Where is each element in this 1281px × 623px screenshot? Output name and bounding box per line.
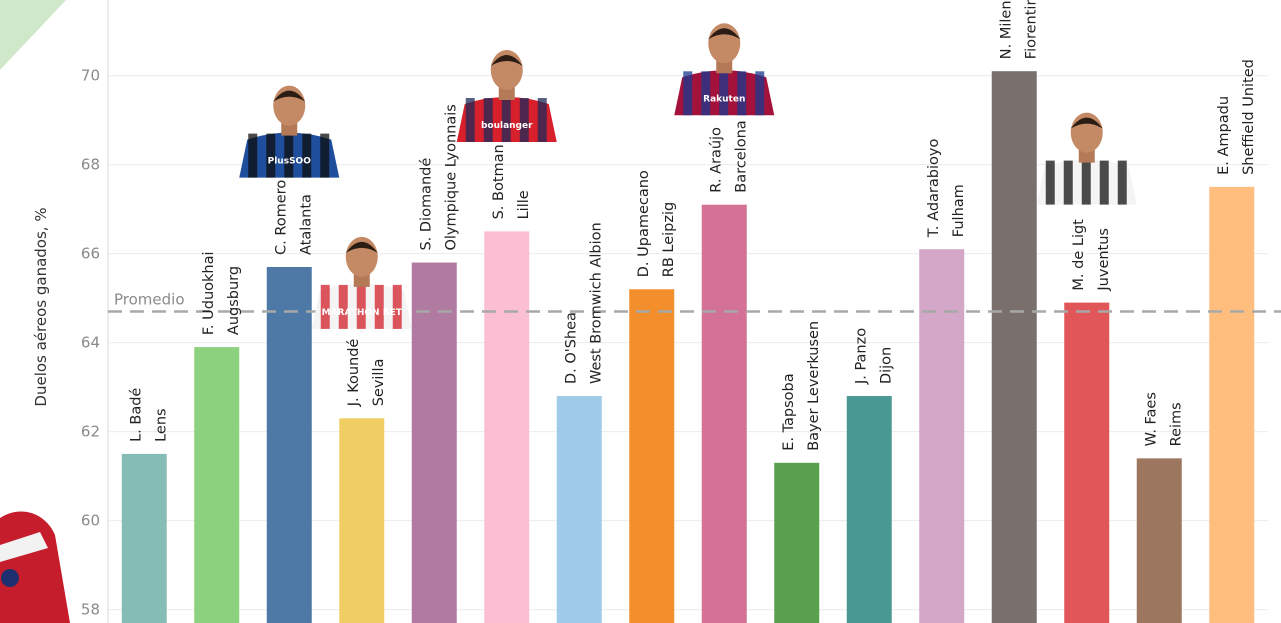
jersey-text: boulanger (481, 121, 533, 131)
bar (1209, 186, 1255, 623)
bar (774, 462, 820, 623)
bar-player-label: E. Ampadu (1216, 96, 1232, 175)
bar-player-label: L. Badé (128, 388, 144, 442)
bar (701, 204, 747, 623)
bar-player-label: D. O'Shea (563, 312, 579, 384)
bar-club-label: Lille (516, 190, 532, 219)
bar-player-label: N. Milenković (998, 0, 1014, 59)
bar (556, 396, 602, 623)
bar-club-label: Sheffield United (1241, 59, 1257, 175)
bar (411, 262, 457, 623)
bar-club-label: Olympique Lyonnais (443, 104, 459, 250)
bar-club-label: RB Leipzig (661, 202, 677, 277)
bar-club-label: Barcelona (733, 120, 749, 192)
bar-club-label: Reims (1168, 402, 1184, 446)
y-axis-ticks: 58 60 62 64 66 68 70 (81, 67, 100, 619)
bar (919, 249, 965, 623)
bar-player-label: S. Diomandé (418, 158, 434, 251)
bar (121, 453, 167, 623)
bar-player-label: R. Araújo (708, 127, 724, 193)
average-line-group: Promedio (108, 291, 1281, 313)
player-photos: PlusSOO MARATHON BET boulanger Rakuten (239, 23, 1137, 329)
bar-club-label: Fulham (951, 184, 967, 237)
average-label: Promedio (114, 291, 185, 309)
bar (194, 347, 240, 623)
player-photo: Rakuten (674, 23, 775, 116)
bar-club-label: Bayer Leverkusen (806, 321, 822, 451)
bar (991, 71, 1037, 623)
corner-decoration (0, 0, 66, 70)
jersey-text: Rakuten (703, 94, 745, 104)
jersey-text: MARATHON BET (322, 308, 403, 318)
y-tick-label: 60 (81, 512, 100, 530)
player-photo (1036, 112, 1137, 205)
y-tick-label: 64 (81, 334, 100, 352)
bar-player-label: C. Romero (273, 180, 289, 255)
bar-club-label: Sevilla (371, 359, 387, 407)
bar (846, 396, 892, 623)
bar-club-label: Lens (153, 408, 169, 442)
y-tick-label: 68 (81, 156, 100, 174)
bar-club-label: Dijon (878, 347, 894, 384)
y-tick-label: 58 (81, 601, 100, 619)
bar (1064, 302, 1110, 623)
bar-player-label: M. de Ligt (1071, 219, 1087, 291)
y-tick-label: 62 (81, 423, 100, 441)
bar-player-label: J. Panzo (853, 328, 869, 385)
y-axis-label: Duelos aéreos ganados, % (32, 207, 50, 406)
y-tick-label: 70 (81, 67, 100, 85)
bar-club-label: Atalanta (298, 194, 314, 255)
player-photo: MARATHON BET (311, 236, 412, 329)
bar (339, 418, 385, 623)
bar (1136, 458, 1182, 623)
jersey-text: PlusSOO (268, 157, 312, 167)
bar-player-label: S. Botman (491, 144, 507, 219)
bar-player-label: E. Tapsoba (781, 373, 797, 450)
bar-club-label: West Bromwich Albion (588, 222, 604, 384)
bar-player-label: W. Faes (1143, 392, 1159, 446)
player-photo: PlusSOO (239, 85, 340, 178)
bars (121, 71, 1255, 623)
bar-club-label: Fiorentina (1023, 0, 1039, 59)
bar-player-label: D. Upamecano (636, 170, 652, 277)
y-tick-label: 66 (81, 245, 100, 263)
bar-player-label: F. Uduokhai (201, 251, 217, 335)
bar (266, 267, 312, 623)
bar-player-label: J. Koundé (346, 339, 362, 408)
bar-player-label: T. Adarabioyo (926, 139, 942, 239)
player-photo: boulanger (456, 50, 557, 142)
bar-club-label: Juventus (1096, 228, 1112, 292)
bar-club-label: Augsburg (226, 266, 242, 335)
bar (629, 289, 675, 623)
bar-labels: L. Badé Lens F. Uduokhai Augsburg C. Romero A… (128, 0, 1257, 451)
bar (484, 231, 530, 623)
partial-player-photo (0, 511, 70, 623)
